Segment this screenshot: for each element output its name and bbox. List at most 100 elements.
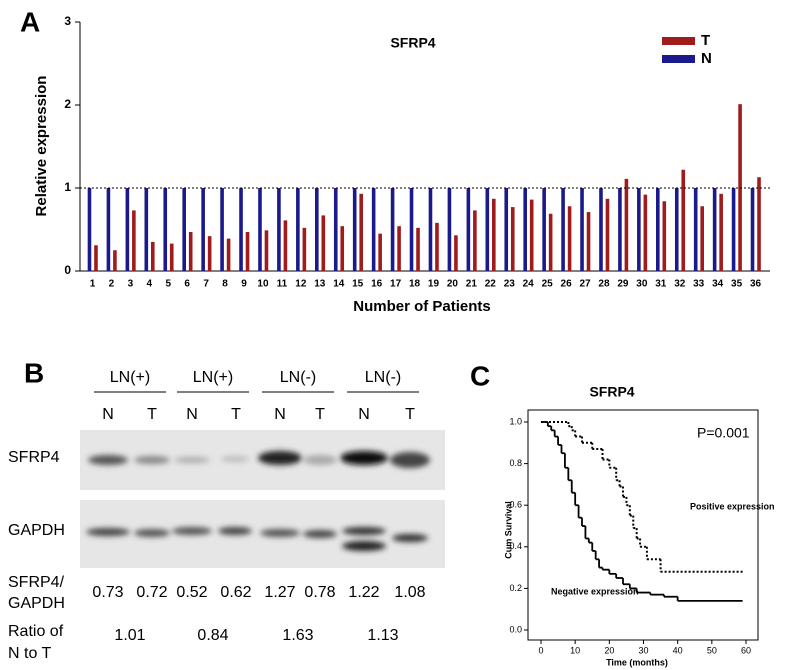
x-tick-label: 31 (655, 279, 667, 290)
bar (169, 243, 174, 271)
bar (712, 188, 717, 271)
x-tick-label: 6 (184, 279, 190, 290)
bar (757, 177, 761, 271)
legend-swatch (662, 55, 695, 63)
annotation: P=0.001 (697, 425, 750, 441)
x-tick-label: 27 (579, 279, 591, 290)
nt-value: 1.01 (114, 627, 145, 644)
bar (188, 231, 193, 271)
bar (492, 198, 496, 271)
x-tick-label: 40 (673, 645, 683, 655)
band (218, 527, 252, 535)
bar (466, 188, 471, 271)
lane-label: T (231, 406, 241, 423)
bar (226, 238, 231, 271)
bar (567, 206, 572, 271)
x-tick-label: 14 (333, 279, 345, 290)
bar (340, 226, 345, 271)
bar (321, 215, 326, 271)
band (303, 530, 337, 538)
band (88, 455, 128, 465)
bar (542, 188, 546, 271)
legend-swatch (662, 37, 695, 45)
x-tick-label: 17 (390, 279, 402, 290)
nt-label: N to T (8, 645, 52, 662)
bar (239, 188, 243, 271)
ratio-value: 1.08 (394, 584, 425, 601)
band (134, 529, 170, 537)
band (134, 456, 170, 464)
y-axis-label: Cum Survival (503, 501, 513, 559)
band (390, 452, 430, 468)
bar (378, 233, 382, 271)
x-tick-label: 22 (485, 279, 497, 290)
lane-label: N (186, 406, 198, 423)
x-tick-label: 5 (165, 279, 171, 290)
band (303, 455, 337, 465)
bar (151, 241, 155, 271)
x-tick-label: 21 (466, 279, 478, 290)
bar (454, 235, 458, 271)
bar (624, 178, 629, 271)
series-label: Negative expression (551, 586, 639, 596)
x-tick-label: 30 (638, 645, 648, 655)
x-tick-label: 10 (257, 279, 269, 290)
nt-value: 1.13 (367, 627, 398, 644)
bar (681, 169, 686, 271)
band (86, 528, 130, 536)
legend-label: T (701, 32, 710, 49)
x-tick-label: 0 (538, 645, 543, 655)
x-tick-label: 16 (371, 279, 383, 290)
x-tick-label: 1 (90, 279, 96, 290)
x-tick-label: 24 (523, 279, 535, 290)
ratio-label: SFRP4/ (8, 574, 65, 591)
panel-label: B (24, 357, 44, 388)
bar (245, 231, 250, 271)
ratio-value: 0.52 (176, 584, 207, 601)
bar (352, 188, 357, 271)
band (392, 534, 428, 542)
ratio-value: 0.72 (136, 584, 167, 601)
x-tick-label: 8 (222, 279, 228, 290)
bar (605, 198, 610, 271)
bar (371, 188, 376, 271)
bar (447, 188, 452, 271)
bar (700, 206, 704, 271)
x-tick-label: 20 (447, 279, 459, 290)
x-tick-label: 3 (128, 279, 134, 290)
bar (302, 227, 307, 271)
nt-label: Ratio of (8, 623, 64, 640)
lane-label: T (315, 406, 325, 423)
row-label: GAPDH (8, 522, 65, 539)
band (174, 457, 210, 463)
x-tick-label: 9 (241, 279, 247, 290)
group-label: LN(+) (193, 369, 233, 386)
lane-label: N (102, 406, 114, 423)
x-tick-label: 23 (504, 279, 516, 290)
x-tick-label: 12 (295, 279, 307, 290)
x-tick-label: 60 (741, 645, 751, 655)
bar (409, 188, 414, 271)
plot-frame (527, 409, 759, 641)
bar (504, 188, 509, 271)
ratio-value: 1.22 (348, 584, 379, 601)
chart-title: SFRP4 (589, 384, 634, 400)
bar (201, 188, 205, 271)
x-tick-label: 30 (636, 279, 648, 290)
bar (656, 188, 660, 271)
y-tick-label: 0.6 (509, 500, 522, 510)
nt-value: 1.63 (282, 627, 313, 644)
bar (750, 188, 755, 271)
x-tick-label: 19 (428, 279, 440, 290)
group-label: LN(-) (280, 369, 316, 386)
bar (283, 220, 288, 271)
x-tick-label: 11 (277, 279, 288, 290)
nt-value: 0.84 (197, 627, 228, 644)
x-tick-label: 18 (409, 279, 421, 290)
bar (523, 188, 527, 271)
blot-bands (86, 451, 430, 551)
bar (674, 188, 679, 271)
band (342, 541, 386, 551)
bar (435, 222, 439, 271)
